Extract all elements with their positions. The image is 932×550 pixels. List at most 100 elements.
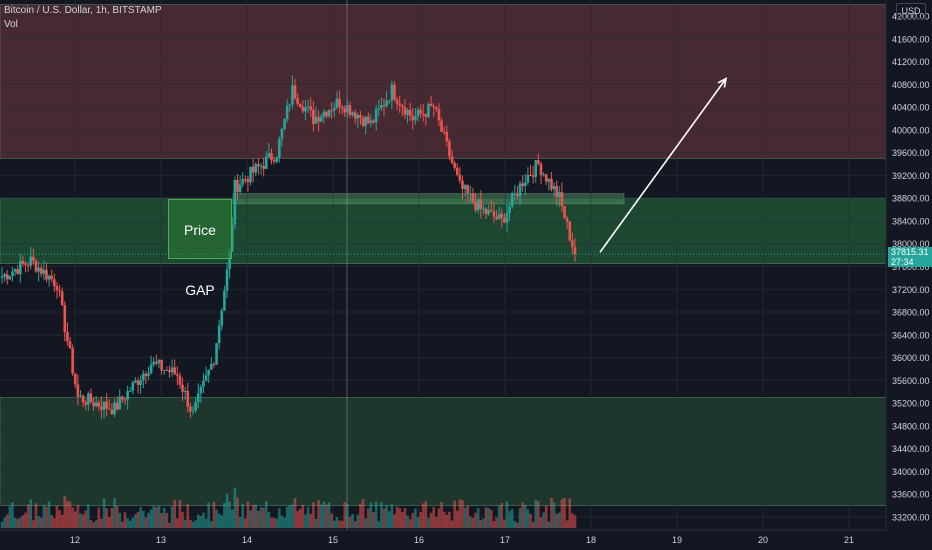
volume-bar (241, 504, 245, 528)
price-tick-label: 36000.00 (892, 353, 930, 363)
price-axis[interactable]: 42000.00 41600.00 41200.00 40800.00 40400.00… (885, 0, 932, 550)
volume-bar (126, 518, 129, 528)
volume-bar (385, 504, 388, 528)
volume-bar (558, 512, 561, 528)
volume-bar (128, 520, 132, 528)
volume-bar (160, 513, 163, 528)
candle-body (204, 375, 208, 381)
candle-body (32, 256, 35, 261)
volume-bar (136, 511, 140, 528)
volume-bar (181, 511, 184, 528)
price-axis-bg (886, 0, 932, 550)
volume-bar (353, 521, 357, 528)
candle-body (497, 213, 501, 219)
volume-bar (207, 502, 210, 528)
volume-bar (401, 512, 404, 528)
date-tick-label: 17 (500, 535, 510, 545)
volume-bar (416, 517, 420, 528)
candle-body (115, 402, 119, 410)
candle-body (539, 163, 543, 176)
volume-bar (427, 517, 430, 528)
volume-bar (508, 511, 511, 528)
candle-body (173, 367, 176, 375)
candle-body (293, 85, 297, 99)
volume-bar (503, 519, 506, 528)
volume-bar (259, 507, 263, 528)
volume-bar (92, 522, 95, 528)
volume-bar (565, 520, 569, 528)
symbol-title[interactable]: Bitcoin / U.S. Dollar, 1h, BITSTAMP (4, 5, 162, 16)
volume-bar (212, 501, 216, 528)
candle-body (505, 212, 509, 223)
volume-bar (448, 511, 451, 528)
candle-body (542, 174, 545, 176)
candle-body (291, 85, 294, 105)
candle-body (385, 100, 388, 107)
candle-body (270, 153, 273, 161)
volume-bar (264, 501, 268, 528)
candle-body (68, 341, 72, 348)
candle-body (149, 364, 153, 374)
volume-bar (550, 497, 553, 528)
candle-body (424, 113, 428, 117)
volume-bar (547, 521, 551, 528)
candle-body (186, 390, 190, 407)
volume-bar (322, 501, 326, 528)
price-tick-label: 37200.00 (892, 285, 930, 295)
volume-bar (466, 505, 470, 528)
candle-body (170, 367, 174, 373)
volume-bar (343, 502, 347, 528)
candle-body (338, 98, 341, 107)
candle-body (285, 105, 289, 119)
candle-body (301, 106, 305, 112)
volume-bar (50, 515, 54, 528)
volume-bar (497, 505, 501, 528)
volume-bar (445, 514, 449, 528)
date-tick-label: 20 (758, 535, 768, 545)
candle-body (262, 165, 265, 169)
volume-bar (105, 508, 108, 528)
overlay-layer (0, 77, 886, 255)
volume-bar (58, 510, 61, 528)
candle-body (63, 305, 67, 332)
candle-body (377, 108, 381, 110)
volume-bar (377, 521, 381, 528)
candle-body (387, 100, 391, 102)
candle-body (13, 269, 17, 272)
candle-body (50, 275, 54, 280)
candle-body (555, 186, 558, 197)
candle-body (94, 402, 98, 407)
candle-body (121, 396, 124, 400)
volume-bar (364, 518, 367, 528)
bar-countdown: 27:34 (891, 257, 914, 268)
price-tick-label: 40000.00 (892, 125, 930, 135)
candle-body (435, 107, 438, 110)
zone-support (0, 397, 887, 506)
volume-bar (115, 505, 119, 528)
volume-bar (165, 512, 169, 528)
candle-body (369, 120, 373, 123)
candle-body (340, 106, 344, 109)
volume-bar (225, 493, 229, 528)
volume-bar (202, 512, 205, 528)
volume-bar (348, 516, 352, 528)
candle-body (325, 111, 328, 117)
volume-bar (304, 514, 307, 528)
candle-body (128, 390, 132, 392)
time-axis[interactable]: 12 13 14 15 16 17 18 19 20 21 (0, 529, 886, 545)
volume-bar (380, 502, 383, 528)
volume-bar (178, 500, 182, 528)
volume-bar (66, 500, 69, 528)
candle-body (544, 174, 548, 182)
date-tick-label: 13 (156, 535, 166, 545)
candle-body (107, 408, 111, 410)
candle-body (147, 373, 150, 376)
volume-bar (230, 509, 234, 528)
volume-bar (157, 505, 161, 528)
volume-bar (170, 506, 174, 528)
price-gap-annotation[interactable]: Price GAP (168, 199, 232, 298)
candle-body (152, 361, 156, 365)
volume-bar (251, 504, 255, 528)
currency-button[interactable]: USD (896, 3, 926, 19)
